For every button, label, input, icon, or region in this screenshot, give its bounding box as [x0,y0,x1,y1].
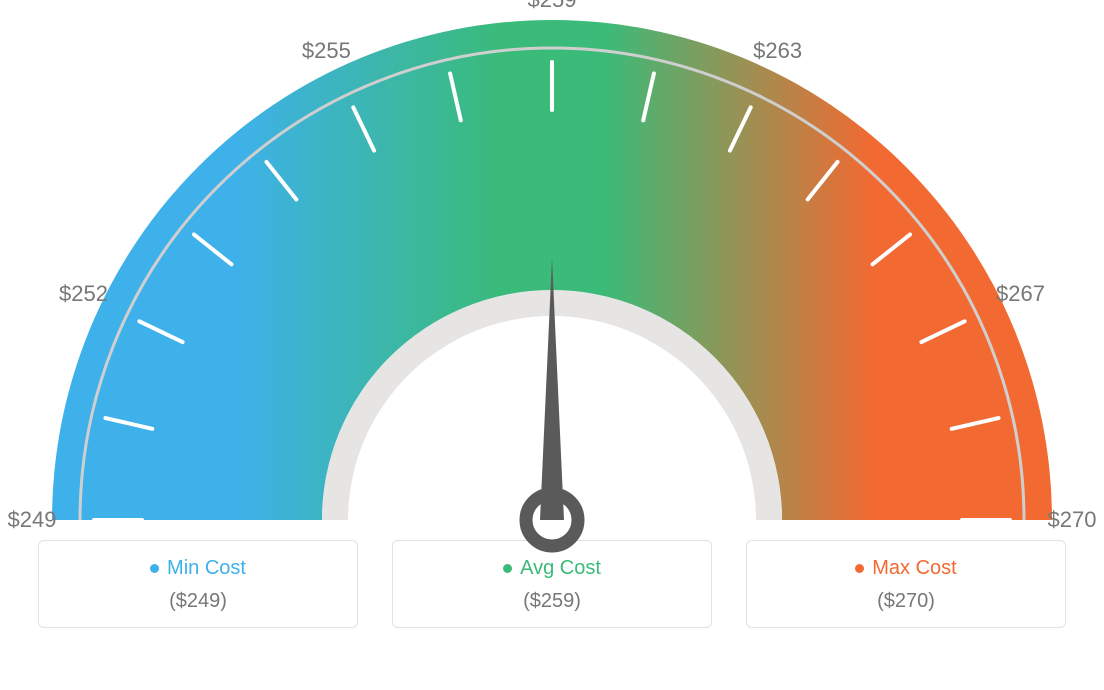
legend-title-min: Min Cost [150,557,246,580]
gauge-tick-label: $263 [753,38,802,64]
gauge-tick-label: $270 [1048,507,1097,533]
legend-title-max: Max Cost [855,557,956,580]
legend-title-avg: Avg Cost [503,557,601,580]
gauge-chart: $249 $252 $255 $259 $263 $267 $270 [0,0,1104,560]
legend-value-max: ($270) [757,590,1055,613]
legend-dot-avg [503,564,512,573]
legend-value-min: ($249) [49,590,347,613]
legend-label-min: Min Cost [167,557,246,580]
legend-dot-min [150,564,159,573]
legend-label-avg: Avg Cost [520,557,601,580]
gauge-tick-label: $255 [302,38,351,64]
gauge-tick-label: $252 [59,281,108,307]
gauge-tick-label: $259 [528,0,577,13]
gauge-tick-label: $267 [996,281,1045,307]
gauge-tick-label: $249 [8,507,57,533]
gauge-svg [0,0,1104,560]
legend-dot-max [855,564,864,573]
legend-label-max: Max Cost [872,557,956,580]
legend-value-avg: ($259) [403,590,701,613]
